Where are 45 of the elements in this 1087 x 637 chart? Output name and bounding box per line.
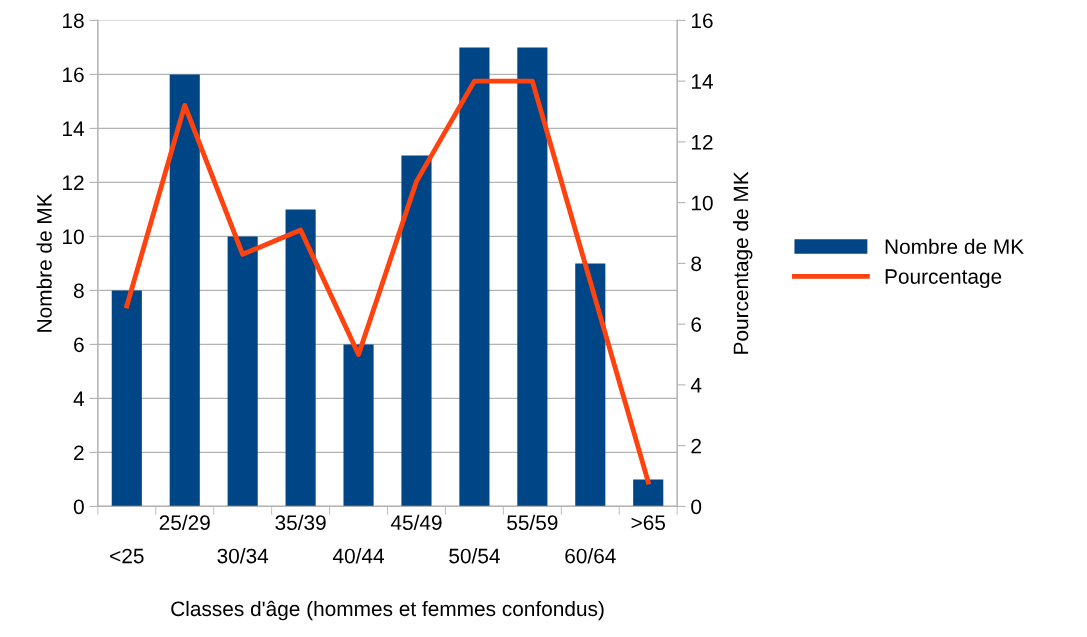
y-axis-title: Nombre de MK	[36, 193, 52, 332]
x-tick-label: 55/59	[507, 514, 558, 531]
bar	[459, 47, 490, 507]
y2-tick-label: 14	[691, 74, 713, 89]
y2-axis-title: Pourcentage de MK	[733, 171, 753, 354]
y-tick-label: 2	[74, 445, 84, 460]
x-tick-label: >65	[631, 515, 666, 531]
y2-tick-label: 8	[691, 256, 702, 272]
y-tick-label: 16	[63, 67, 84, 83]
y-tick-label: 14	[63, 121, 85, 136]
y-tick-label: 6	[74, 337, 84, 353]
legend-label: Pourcentage	[885, 269, 1002, 289]
bar	[169, 74, 200, 507]
y2-tick-label: 2	[691, 438, 701, 454]
bar	[227, 236, 258, 507]
bar	[633, 479, 664, 507]
y2-tick-label: 4	[690, 378, 702, 393]
y-tick-label: 0	[73, 499, 84, 515]
bar	[285, 209, 316, 507]
y2-tick-label: 16	[691, 13, 713, 29]
x-tick-label: 40/44	[332, 548, 385, 564]
bar	[401, 155, 432, 507]
y2-tick-label: 10	[691, 195, 713, 211]
x-tick-label: 35/39	[275, 514, 326, 531]
x-tick-label: 60/64	[565, 548, 616, 564]
x-axis-title: Classes d'âge (hommes et femmes confondus)	[171, 600, 604, 621]
y-tick-label: 10	[63, 229, 84, 245]
bar	[517, 47, 548, 507]
bar	[343, 344, 374, 507]
legend-label: Nombre de MK	[885, 238, 1024, 255]
x-tick-label: 50/54	[449, 548, 500, 564]
x-tick-label: 45/49	[390, 514, 442, 531]
y-tick-label: 4	[73, 391, 85, 406]
y2-tick-label: 6	[691, 317, 702, 332]
y-tick-label: 8	[73, 283, 84, 299]
y-tick-label: 18	[63, 13, 84, 29]
bar	[575, 263, 606, 507]
bar	[111, 290, 142, 507]
line-series	[124, 78, 651, 485]
y2-tick-label: 12	[691, 134, 713, 150]
y2-tick-label: 0	[691, 499, 702, 515]
x-tick-label: 25/29	[159, 514, 210, 531]
x-tick-label: 30/34	[217, 548, 269, 564]
y-tick-label: 12	[63, 175, 84, 190]
x-tick-label: <25	[110, 548, 144, 564]
